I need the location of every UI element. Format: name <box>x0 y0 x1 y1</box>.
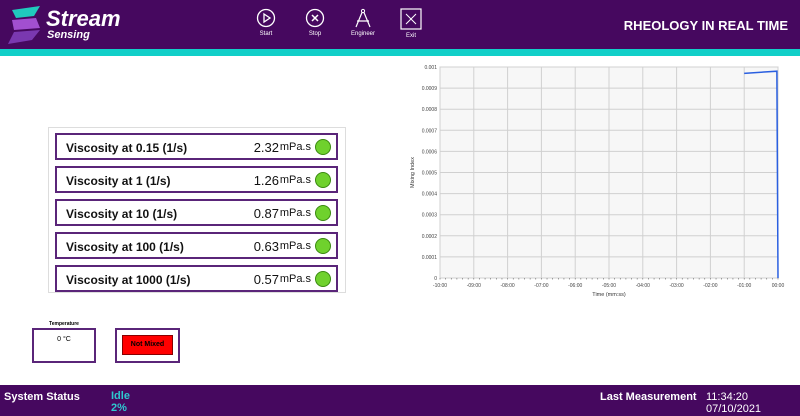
mix-status-badge: Not Mixed <box>122 335 173 355</box>
viscosity-value: 2.32 <box>253 140 279 155</box>
stream-sensing-logo: Stream Sensing <box>6 4 146 46</box>
viscosity-row: Viscosity at 1000 (1/s) 0.57 mPa.s <box>55 265 338 292</box>
viscosity-value: 0.57 <box>253 272 279 287</box>
viscosity-unit: mPa.s <box>279 273 311 285</box>
y-tick-label: 0.0004 <box>422 192 438 198</box>
x-tick-label: -09:00 <box>467 283 481 289</box>
compass-icon <box>355 8 371 28</box>
y-tick-label: 0.0006 <box>422 149 438 155</box>
accent-band <box>0 49 800 56</box>
x-tick-label: -06:00 <box>568 283 582 289</box>
x-tick-label: -05:00 <box>602 283 616 289</box>
engineer-label: Engineer <box>350 31 376 37</box>
x-circle-icon <box>305 8 325 28</box>
viscosity-row: Viscosity at 100 (1/s) 0.63 mPa.s <box>55 232 338 259</box>
viscosity-label: Viscosity at 1000 (1/s) <box>66 273 191 287</box>
engineer-button[interactable]: Engineer <box>338 8 388 37</box>
temperature-box: 0 °C <box>32 328 96 363</box>
viscosity-row: Viscosity at 10 (1/s) 0.87 mPa.s <box>55 199 338 226</box>
y-tick-label: 0.0007 <box>422 128 438 134</box>
viscosity-label: Viscosity at 1 (1/s) <box>66 174 171 188</box>
status-bar: System Status Idle 2% Last Measurement 1… <box>0 385 800 416</box>
x-tick-label: -07:00 <box>534 283 548 289</box>
viscosity-label: Viscosity at 100 (1/s) <box>66 240 184 254</box>
viscosity-value: 1.26 <box>253 173 279 188</box>
start-button[interactable]: Start <box>241 8 291 37</box>
status-led-icon <box>315 238 331 254</box>
exit-button[interactable]: Exit <box>386 8 436 39</box>
viscosity-unit: mPa.s <box>279 174 311 186</box>
status-led-icon <box>315 139 331 155</box>
x-axis-label: Time (mm:ss) <box>592 292 626 298</box>
y-tick-label: 0.0001 <box>422 255 438 261</box>
viscosity-unit: mPa.s <box>279 141 311 153</box>
y-tick-label: 0 <box>434 276 437 282</box>
viscosity-value: 0.87 <box>253 206 279 221</box>
viscosity-label: Viscosity at 10 (1/s) <box>66 207 178 221</box>
mixing-index-chart: 0 0.0001 0.0002 0.0003 0.0004 0.0005 0.0006 0.0… <box>410 65 785 298</box>
status-led-icon <box>315 205 331 221</box>
viscosity-unit: mPa.s <box>279 207 311 219</box>
last-measurement-value: 11:34:20 07/10/2021 <box>706 391 762 415</box>
viscosity-unit: mPa.s <box>279 240 311 252</box>
x-tick-label: -04:00 <box>636 283 650 289</box>
y-tick-label: 0.0009 <box>422 86 438 92</box>
y-tick-label: 0.001 <box>424 65 437 71</box>
page-title: RHEOLOGY IN REAL TIME <box>623 18 788 33</box>
logo-text-sensing: Sensing <box>47 29 90 41</box>
system-status-value: Idle <box>111 390 130 402</box>
play-circle-icon <box>256 8 276 28</box>
stop-label: Stop <box>308 31 322 37</box>
x-tick-label: -02:00 <box>703 283 717 289</box>
x-tick-label: -10:00 <box>433 283 447 289</box>
system-status-label: System Status <box>4 391 80 403</box>
y-axis-label: Mixing Index <box>410 157 416 188</box>
x-tick-label: 00:00 <box>772 283 785 289</box>
start-label: Start <box>259 31 273 37</box>
temperature-value: 0 °C <box>57 336 71 343</box>
progress-value: 2% <box>111 402 127 414</box>
x-tick-label: -08:00 <box>501 283 515 289</box>
y-tick-label: 0.0002 <box>422 234 438 240</box>
x-tick-label: -01:00 <box>737 283 751 289</box>
viscosity-value: 0.63 <box>253 239 279 254</box>
series-line <box>744 70 779 279</box>
y-tick-label: 0.0003 <box>422 213 438 219</box>
header-bar: Stream Sensing Start Stop Engineer Exit … <box>0 0 800 49</box>
logo-text-stream: Stream <box>46 6 121 31</box>
viscosity-row: Viscosity at 1 (1/s) 1.26 mPa.s <box>55 166 338 193</box>
y-tick-label: 0.0008 <box>422 107 438 113</box>
status-led-icon <box>315 271 331 287</box>
x-square-icon <box>400 8 422 30</box>
stop-button[interactable]: Stop <box>290 8 340 37</box>
viscosity-label: Viscosity at 0.15 (1/s) <box>66 141 188 155</box>
viscosity-row: Viscosity at 0.15 (1/s) 2.32 mPa.s <box>55 133 338 160</box>
last-measurement-label: Last Measurement <box>600 391 697 403</box>
viscosity-panel: Viscosity at 0.15 (1/s) 2.32 mPa.s Viscosi… <box>48 127 346 293</box>
mix-status-box: Not Mixed <box>115 328 180 363</box>
status-led-icon <box>315 172 331 188</box>
x-tick-label: -03:00 <box>670 283 684 289</box>
y-tick-label: 0.0005 <box>422 171 438 177</box>
logo-swirl-icon <box>8 6 40 44</box>
temperature-label: Temperature <box>49 321 79 327</box>
exit-label: Exit <box>405 33 416 39</box>
